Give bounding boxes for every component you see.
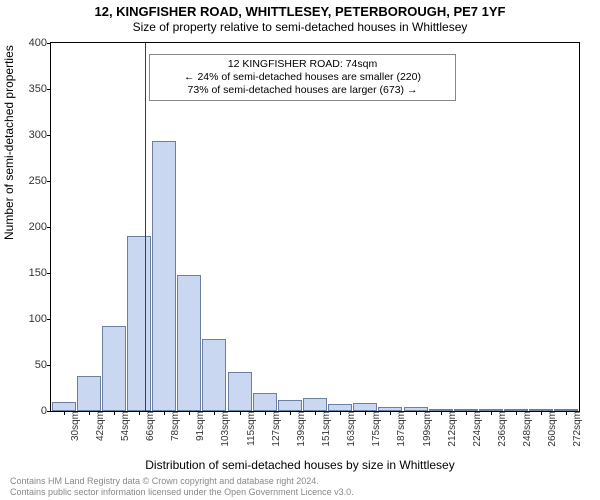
ytick-label: 0 — [17, 405, 51, 417]
xtick-mark — [541, 411, 542, 415]
xtick-label: 54sqm — [118, 411, 131, 441]
xtick-label: 187sqm — [394, 411, 407, 447]
xtick-label: 151sqm — [319, 411, 332, 447]
annotation-line3: 73% of semi-detached houses are larger (… — [155, 84, 451, 97]
xtick-mark — [114, 411, 115, 415]
xtick-label: 115sqm — [244, 411, 257, 446]
chart-subtitle: Size of property relative to semi-detach… — [0, 20, 600, 34]
xtick-label: 272sqm — [570, 411, 583, 447]
xtick-mark — [491, 411, 492, 415]
footer-line2: Contains public sector information licen… — [10, 487, 354, 498]
ytick-label: 150 — [17, 267, 51, 279]
bar — [278, 400, 302, 411]
xtick-label: 127sqm — [269, 411, 282, 447]
xtick-mark — [265, 411, 266, 415]
y-axis-label: Number of semi-detached properties — [2, 45, 16, 240]
ytick-label: 50 — [17, 359, 51, 371]
xtick-mark — [139, 411, 140, 415]
bar — [177, 275, 201, 411]
bar — [328, 404, 352, 411]
xtick-mark — [240, 411, 241, 415]
bar — [228, 372, 252, 411]
xtick-label: 260sqm — [545, 411, 558, 447]
xtick-mark — [516, 411, 517, 415]
xtick-mark — [89, 411, 90, 415]
x-axis-label: Distribution of semi-detached houses by … — [0, 458, 600, 472]
bar — [353, 403, 377, 411]
ytick-label: 100 — [17, 313, 51, 325]
xtick-mark — [365, 411, 366, 415]
ytick-label: 400 — [17, 37, 51, 49]
annotation-line2: ← 24% of semi-detached houses are smalle… — [155, 71, 451, 84]
xtick-mark — [290, 411, 291, 415]
xtick-mark — [340, 411, 341, 415]
xtick-label: 224sqm — [470, 411, 483, 447]
xtick-mark — [315, 411, 316, 415]
xtick-label: 103sqm — [218, 411, 231, 447]
bar — [152, 141, 176, 411]
xtick-mark — [441, 411, 442, 415]
xtick-label: 212sqm — [445, 411, 458, 447]
bar — [102, 326, 126, 411]
ytick-label: 250 — [17, 175, 51, 187]
xtick-label: 42sqm — [93, 411, 106, 441]
footer-text: Contains HM Land Registry data © Crown c… — [10, 476, 354, 498]
xtick-mark — [566, 411, 567, 415]
xtick-mark — [390, 411, 391, 415]
annotation-line1: 12 KINGFISHER ROAD: 74sqm — [155, 58, 451, 71]
xtick-mark — [214, 411, 215, 415]
bar — [52, 402, 76, 411]
xtick-label: 30sqm — [68, 411, 81, 441]
plot-area: 050100150200250300350400 30sqm42sqm54sqm… — [50, 42, 580, 412]
xtick-label: 66sqm — [143, 411, 156, 441]
xtick-label: 91sqm — [193, 411, 206, 441]
xtick-mark — [189, 411, 190, 415]
ytick-label: 350 — [17, 83, 51, 95]
bar — [127, 236, 151, 411]
bar — [253, 393, 277, 411]
bar — [77, 376, 101, 411]
footer-line1: Contains HM Land Registry data © Crown c… — [10, 476, 354, 487]
ytick-label: 300 — [17, 129, 51, 141]
xtick-label: 139sqm — [294, 411, 307, 447]
property-marker-line — [145, 43, 146, 411]
xtick-mark — [64, 411, 65, 415]
xtick-label: 248sqm — [520, 411, 533, 447]
xtick-mark — [164, 411, 165, 415]
xtick-mark — [416, 411, 417, 415]
xtick-label: 199sqm — [420, 411, 433, 447]
chart-title: 12, KINGFISHER ROAD, WHITTLESEY, PETERBO… — [0, 4, 600, 19]
xtick-mark — [466, 411, 467, 415]
ytick-label: 200 — [17, 221, 51, 233]
bar — [303, 398, 327, 411]
xtick-label: 78sqm — [168, 411, 181, 441]
xtick-label: 236sqm — [495, 411, 508, 447]
xtick-label: 163sqm — [344, 411, 357, 447]
annotation-box: 12 KINGFISHER ROAD: 74sqm ← 24% of semi-… — [149, 54, 457, 101]
bar — [202, 339, 226, 411]
xtick-label: 175sqm — [369, 411, 382, 447]
